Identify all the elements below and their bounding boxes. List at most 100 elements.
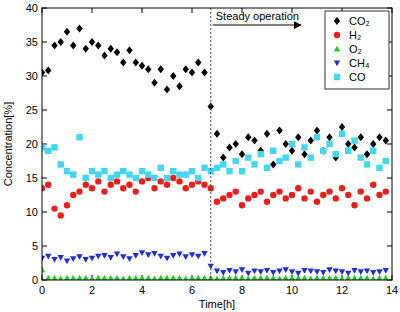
point bbox=[164, 86, 170, 94]
point bbox=[301, 150, 307, 158]
point bbox=[120, 58, 126, 66]
point bbox=[183, 275, 189, 280]
x-tick bbox=[192, 8, 193, 13]
point bbox=[58, 255, 64, 261]
point bbox=[364, 269, 370, 275]
y-tick bbox=[42, 110, 47, 111]
y-tick-label: 10 bbox=[26, 206, 38, 218]
point bbox=[114, 252, 120, 258]
point bbox=[151, 251, 157, 257]
point bbox=[95, 178, 101, 184]
point bbox=[83, 182, 89, 188]
point bbox=[333, 275, 339, 280]
point bbox=[283, 140, 289, 148]
point bbox=[164, 275, 170, 280]
point bbox=[176, 275, 182, 280]
point bbox=[70, 192, 76, 198]
point bbox=[126, 256, 132, 262]
point bbox=[195, 254, 201, 260]
y-tick-label: 25 bbox=[26, 104, 38, 116]
point bbox=[145, 252, 151, 258]
point bbox=[383, 268, 389, 274]
point bbox=[326, 141, 332, 147]
point bbox=[226, 192, 232, 198]
point bbox=[214, 275, 220, 280]
point bbox=[383, 158, 389, 164]
point bbox=[158, 275, 164, 280]
y-tick bbox=[387, 144, 392, 145]
point bbox=[370, 270, 376, 276]
point bbox=[145, 65, 151, 73]
point bbox=[176, 171, 182, 177]
point bbox=[201, 69, 207, 77]
point bbox=[214, 130, 220, 138]
point bbox=[51, 41, 57, 49]
point bbox=[370, 148, 376, 154]
point bbox=[101, 275, 107, 280]
point bbox=[195, 275, 201, 280]
point bbox=[189, 69, 195, 77]
point bbox=[351, 202, 357, 208]
point bbox=[308, 188, 314, 194]
point bbox=[314, 275, 320, 280]
legend-label: H₂ bbox=[349, 29, 361, 41]
plot-frame bbox=[42, 8, 392, 280]
point bbox=[283, 195, 289, 201]
point bbox=[126, 275, 132, 280]
point bbox=[239, 150, 245, 158]
point bbox=[339, 123, 345, 131]
y-tick-label: 5 bbox=[32, 240, 38, 252]
x-tick-label: 12 bbox=[336, 284, 348, 296]
point bbox=[101, 52, 107, 60]
point bbox=[345, 140, 351, 148]
point bbox=[239, 267, 245, 273]
point bbox=[295, 185, 301, 191]
point bbox=[358, 188, 364, 194]
point bbox=[114, 275, 120, 280]
point bbox=[233, 269, 239, 275]
point bbox=[339, 269, 345, 275]
point bbox=[264, 275, 270, 280]
point bbox=[233, 275, 239, 280]
point bbox=[226, 275, 232, 280]
point bbox=[95, 275, 101, 280]
point bbox=[70, 275, 76, 280]
x-tick bbox=[92, 8, 93, 13]
point bbox=[201, 182, 207, 188]
point bbox=[270, 148, 276, 154]
point bbox=[270, 160, 276, 168]
point bbox=[139, 62, 145, 70]
point bbox=[139, 178, 145, 184]
point bbox=[264, 199, 270, 205]
point bbox=[351, 137, 357, 143]
point bbox=[51, 205, 57, 211]
point bbox=[158, 65, 164, 73]
point bbox=[314, 126, 320, 134]
point bbox=[151, 275, 157, 280]
x-tick-label: 2 bbox=[89, 284, 95, 296]
point bbox=[176, 252, 182, 258]
point bbox=[314, 134, 320, 140]
series bbox=[42, 175, 389, 219]
point bbox=[258, 188, 264, 194]
point bbox=[108, 182, 114, 188]
point bbox=[251, 269, 257, 275]
y-tick-label: 0 bbox=[32, 274, 38, 286]
point bbox=[108, 275, 114, 280]
point bbox=[301, 195, 307, 201]
point bbox=[226, 143, 232, 151]
point bbox=[214, 269, 220, 275]
point bbox=[370, 182, 376, 188]
point bbox=[101, 168, 107, 174]
point bbox=[358, 269, 364, 275]
series bbox=[42, 267, 389, 280]
point bbox=[120, 275, 126, 280]
point bbox=[270, 192, 276, 198]
point bbox=[133, 175, 139, 181]
annotation-arrow bbox=[213, 25, 301, 26]
point bbox=[376, 165, 382, 171]
point bbox=[183, 185, 189, 191]
point bbox=[351, 143, 357, 151]
point bbox=[83, 275, 89, 280]
background bbox=[0, 0, 400, 312]
